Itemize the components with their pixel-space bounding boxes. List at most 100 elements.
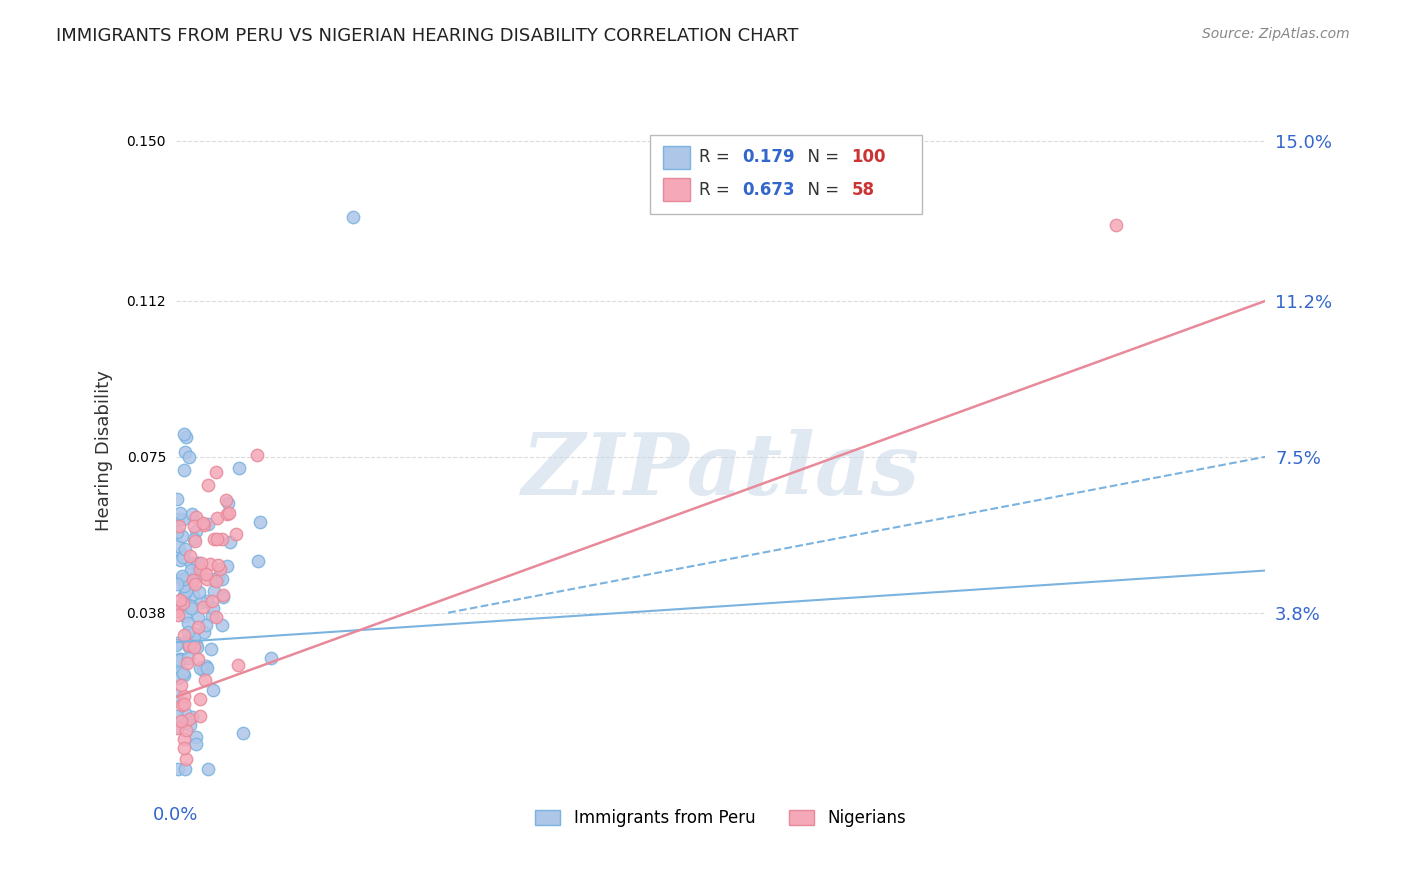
Point	[205, 533, 228, 547]
Point	[211, 532, 233, 546]
Point	[167, 518, 190, 533]
Point	[174, 723, 197, 737]
Point	[246, 448, 269, 462]
Point	[194, 673, 217, 687]
Point	[211, 618, 233, 632]
Point	[173, 668, 195, 682]
Point	[183, 640, 205, 654]
Point	[190, 556, 212, 570]
Point	[180, 556, 202, 570]
Point	[174, 608, 197, 623]
Point	[202, 584, 225, 599]
Point	[211, 572, 233, 586]
Point	[173, 444, 195, 458]
Point	[197, 477, 219, 491]
Point	[173, 697, 195, 711]
Point	[205, 465, 228, 479]
Point	[165, 599, 187, 614]
Point	[202, 572, 225, 586]
Point	[202, 683, 225, 698]
Point	[169, 553, 191, 567]
Point	[184, 524, 207, 538]
Text: 0.179: 0.179	[742, 148, 794, 166]
Point	[180, 599, 202, 613]
Point	[204, 609, 226, 624]
Point	[187, 556, 209, 570]
Point	[169, 664, 191, 678]
Point	[174, 430, 197, 444]
Point	[173, 426, 195, 441]
Text: N =: N =	[797, 181, 844, 199]
Point	[187, 585, 209, 599]
Point	[166, 603, 188, 617]
Point	[169, 507, 191, 521]
Point	[166, 762, 188, 776]
Point	[176, 583, 198, 598]
Point	[200, 642, 222, 657]
Point	[181, 573, 204, 587]
Point	[183, 519, 205, 533]
Point	[183, 631, 205, 645]
Point	[170, 529, 193, 543]
Point	[187, 620, 209, 634]
Point	[177, 615, 200, 630]
Point	[184, 730, 207, 744]
Point	[177, 638, 200, 652]
Point	[195, 572, 218, 586]
Point	[194, 567, 217, 582]
Point	[188, 709, 211, 723]
Point	[169, 714, 191, 728]
Point	[217, 507, 239, 521]
Point	[342, 210, 364, 224]
Point	[170, 698, 193, 713]
Point	[184, 737, 207, 751]
Point	[201, 609, 224, 624]
Point	[260, 650, 283, 665]
Point	[166, 708, 188, 723]
Point	[166, 492, 188, 507]
Point	[173, 732, 195, 747]
Point	[184, 570, 207, 584]
Point	[232, 726, 254, 740]
Point	[177, 635, 200, 649]
Point	[166, 721, 188, 735]
Point	[200, 557, 222, 571]
Point	[166, 636, 188, 650]
Point	[207, 558, 229, 572]
Point	[184, 568, 207, 582]
Point	[202, 532, 225, 546]
Point	[173, 463, 195, 477]
FancyBboxPatch shape	[662, 146, 690, 169]
Point	[173, 740, 195, 755]
Point	[169, 653, 191, 667]
Point	[172, 596, 194, 610]
Point	[173, 579, 195, 593]
Point	[186, 637, 208, 651]
Point	[201, 593, 224, 607]
Point	[188, 661, 211, 675]
Point	[170, 569, 193, 583]
Point	[249, 516, 271, 530]
Point	[193, 625, 215, 640]
Point	[1104, 218, 1126, 232]
Text: R =: R =	[699, 181, 735, 199]
Text: IMMIGRANTS FROM PERU VS NIGERIAN HEARING DISABILITY CORRELATION CHART: IMMIGRANTS FROM PERU VS NIGERIAN HEARING…	[56, 27, 799, 45]
Point	[167, 720, 190, 734]
Point	[190, 595, 212, 609]
Point	[177, 624, 200, 639]
Point	[181, 626, 204, 640]
Point	[226, 658, 249, 673]
Point	[188, 692, 211, 706]
Point	[180, 601, 202, 615]
Point	[179, 450, 201, 464]
FancyBboxPatch shape	[650, 135, 922, 213]
Point	[195, 594, 218, 608]
Point	[165, 688, 187, 702]
Point	[173, 588, 195, 602]
Point	[166, 525, 188, 540]
Point	[173, 541, 195, 556]
Point	[172, 549, 194, 564]
Point	[207, 571, 229, 585]
Text: Source: ZipAtlas.com: Source: ZipAtlas.com	[1202, 27, 1350, 41]
Text: 0.0%: 0.0%	[153, 805, 198, 823]
